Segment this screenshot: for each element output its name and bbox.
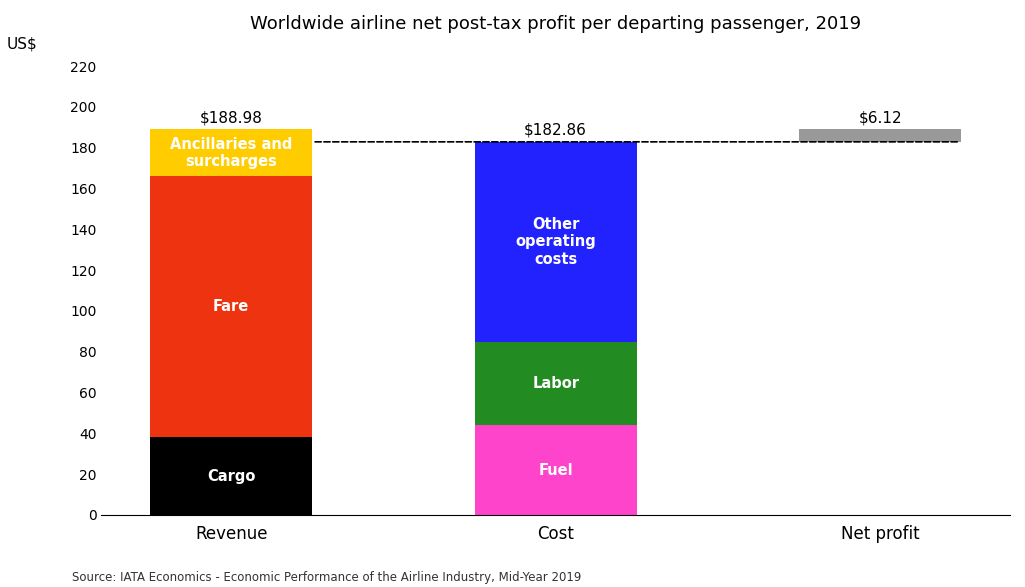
Bar bbox=[150, 176, 313, 437]
Bar bbox=[475, 342, 637, 425]
Bar bbox=[150, 129, 313, 176]
Title: Worldwide airline net post-tax profit per departing passenger, 2019: Worldwide airline net post-tax profit pe… bbox=[250, 15, 861, 33]
Text: $6.12: $6.12 bbox=[858, 110, 902, 125]
Text: Ancillaries and
surcharges: Ancillaries and surcharges bbox=[170, 137, 292, 169]
Text: Fare: Fare bbox=[213, 299, 249, 314]
Text: Cargo: Cargo bbox=[207, 468, 255, 484]
Bar bbox=[475, 425, 637, 515]
Text: $188.98: $188.98 bbox=[200, 110, 262, 125]
Text: Fuel: Fuel bbox=[538, 463, 573, 478]
Text: Source: IATA Economics - Economic Performance of the Airline Industry, Mid-Year : Source: IATA Economics - Economic Perfor… bbox=[72, 571, 581, 584]
Text: $182.86: $182.86 bbox=[524, 123, 587, 138]
Text: Other
operating
costs: Other operating costs bbox=[516, 217, 597, 266]
Bar bbox=[800, 129, 961, 142]
Text: Labor: Labor bbox=[532, 376, 579, 391]
Bar bbox=[150, 437, 313, 515]
Bar bbox=[475, 142, 637, 342]
Text: US$: US$ bbox=[7, 36, 38, 51]
